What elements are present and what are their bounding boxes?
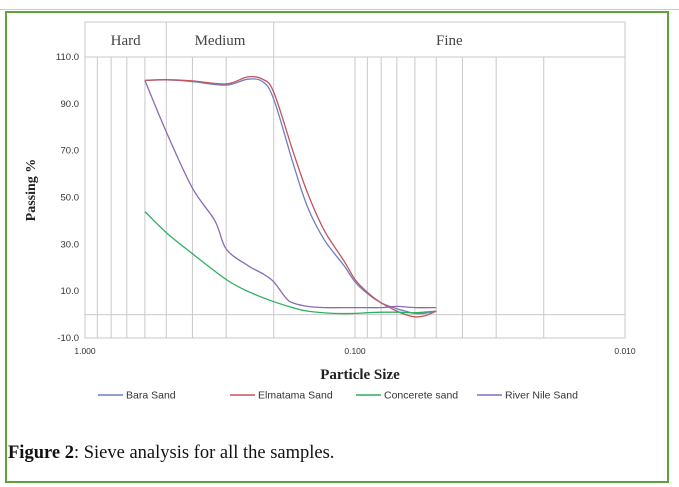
legend-label-concerete-sand: Concerete sand bbox=[384, 390, 458, 402]
y-tick-label: 70.0 bbox=[61, 146, 80, 157]
zone-label-fine: Fine bbox=[436, 33, 463, 49]
zone-label-hard: Hard bbox=[111, 33, 141, 49]
legend-label-bara-sand: Bara Sand bbox=[126, 390, 176, 402]
x-tick-label: 0.010 bbox=[614, 346, 636, 356]
y-tick-label: 110.0 bbox=[56, 52, 79, 63]
y-axis-title: Passing % bbox=[24, 159, 39, 222]
top-rule bbox=[0, 0, 679, 10]
figure-frame bbox=[5, 11, 669, 483]
x-axis-ticks: 1.000 0.100 0.010 bbox=[74, 346, 636, 356]
x-tick-label: 1.000 bbox=[74, 346, 96, 356]
caption-text: : Sieve analysis for all the samples. bbox=[73, 443, 335, 463]
zone-band: Hard Medium Fine bbox=[84, 21, 626, 58]
y-axis-ticks: -10.0 10.0 30.0 50.0 70.0 90.0 110.0 bbox=[56, 52, 79, 344]
y-tick-label: 90.0 bbox=[61, 99, 80, 110]
series-line-bara-sand bbox=[144, 78, 437, 315]
x-tick-label: 0.100 bbox=[344, 346, 366, 356]
y-tick-label: 50.0 bbox=[61, 193, 80, 204]
grid bbox=[84, 56, 626, 339]
legend: Bara Sand Elmatama Sand Concerete sand Rive… bbox=[98, 390, 578, 402]
legend-label-elmatama-sand: Elmatama Sand bbox=[258, 390, 333, 402]
zone-label-medium: Medium bbox=[195, 33, 246, 49]
plot-frame bbox=[84, 56, 626, 339]
y-tick-label: 10.0 bbox=[61, 286, 80, 297]
series-line-concerete-sand bbox=[144, 211, 437, 315]
y-tick-label: -10.0 bbox=[57, 333, 79, 344]
series-line-river-nile-sand bbox=[144, 80, 437, 309]
legend-label-river-nile-sand: River Nile Sand bbox=[505, 390, 578, 402]
figure-caption: Figure 2: Sieve analysis for all the sam… bbox=[8, 443, 668, 464]
series-line-elmatama-sand bbox=[144, 75, 437, 318]
sieve-chart: Hard Medium Fine -10.0 10.0 30.0 50.0 70.0 90.0… bbox=[24, 21, 636, 402]
zone-band-frame bbox=[84, 21, 626, 58]
y-tick-label: 30.0 bbox=[61, 239, 80, 250]
series-lines bbox=[144, 75, 437, 318]
caption-label: Figure 2 bbox=[8, 443, 74, 463]
x-axis-title: Particle Size bbox=[320, 367, 400, 383]
